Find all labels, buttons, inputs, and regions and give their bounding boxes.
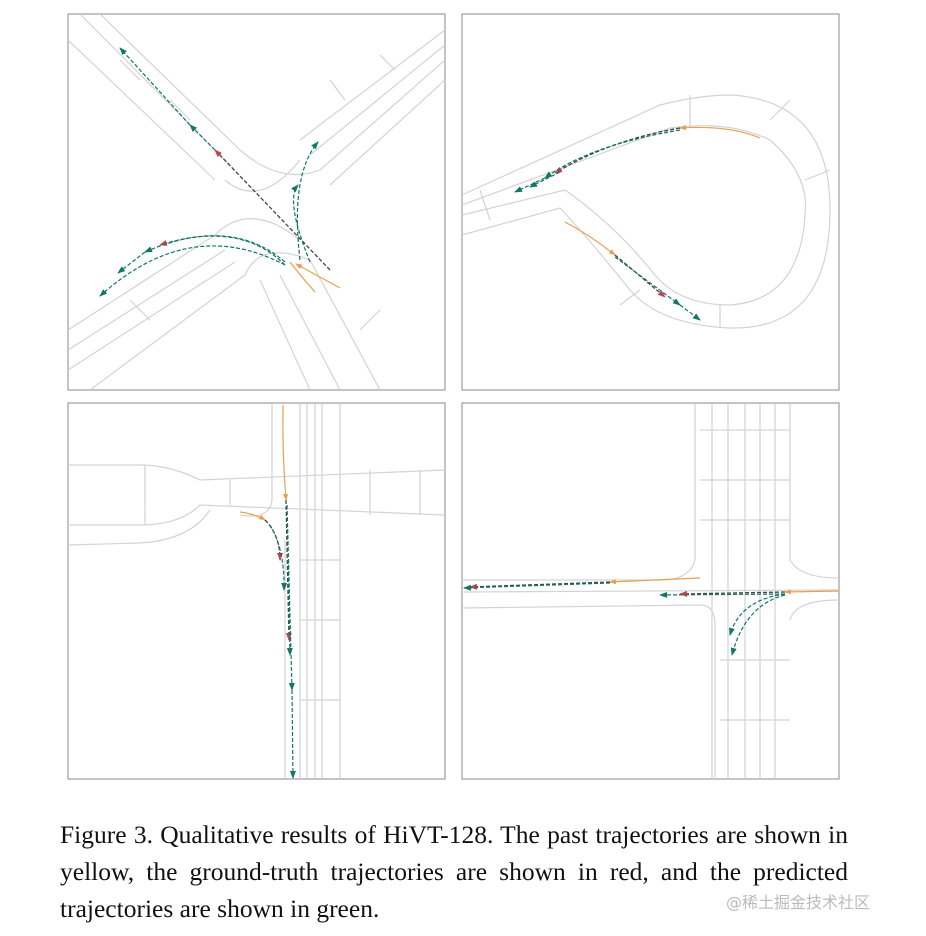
trajectories [463, 577, 840, 656]
panel-bottom-right [461, 402, 840, 780]
panel-top-right [461, 13, 840, 391]
road-map [462, 403, 839, 779]
figure-3 [67, 13, 840, 780]
watermark: @稀土掘金技术社区 [726, 893, 871, 912]
trajectories [99, 47, 341, 297]
panel-top-left [67, 13, 446, 391]
road-map [462, 94, 831, 329]
trajectories [239, 404, 296, 779]
figure-caption: Figure 3. Qualitative results of HiVT-12… [60, 820, 848, 923]
trajectories [514, 125, 761, 321]
panel-bottom-left [67, 402, 446, 780]
road-map [68, 403, 445, 779]
road-map [68, 14, 445, 390]
